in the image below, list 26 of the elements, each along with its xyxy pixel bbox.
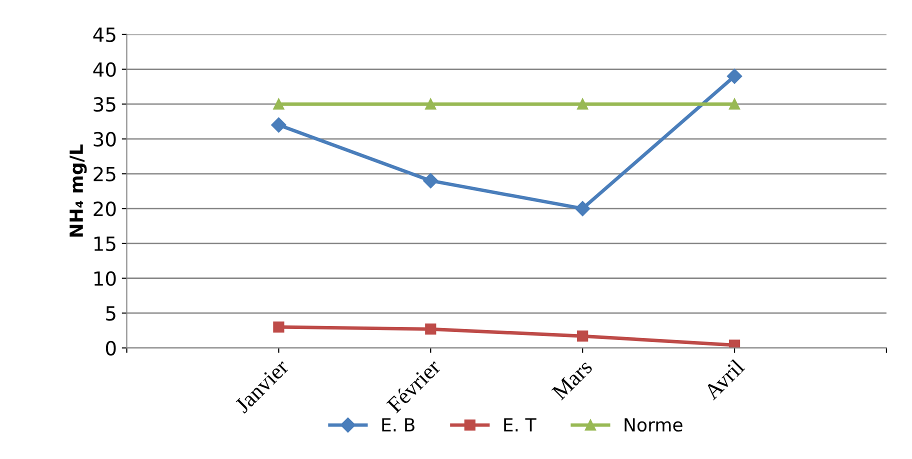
point <box>575 201 590 216</box>
point <box>728 98 740 110</box>
y-tick-label: 35 <box>94 97 116 112</box>
y-tick-label: 20 <box>94 202 116 216</box>
point <box>273 98 284 110</box>
point <box>577 330 588 342</box>
point <box>577 98 588 110</box>
y-axis-title: NH₄ mg/L <box>70 144 87 237</box>
legend-label: E. T <box>504 418 536 432</box>
y-tick-label: 15 <box>94 236 116 252</box>
y-tick-label: 5 <box>106 306 116 321</box>
point <box>273 321 284 333</box>
point <box>271 117 286 133</box>
point <box>423 173 438 188</box>
y-tick-label: 10 <box>94 271 116 286</box>
legend-label: E. B <box>382 418 414 432</box>
point <box>425 98 436 110</box>
point <box>425 324 436 335</box>
y-tick-label: 40 <box>93 62 116 77</box>
point <box>726 68 742 84</box>
y-tick-label: 25 <box>94 166 116 182</box>
point <box>728 340 740 348</box>
y-tick-label: 45 <box>93 28 116 42</box>
y-tick-label: 0 <box>106 340 116 356</box>
y-tick-label: 30 <box>94 132 116 147</box>
legend-label: Norme <box>624 418 682 432</box>
